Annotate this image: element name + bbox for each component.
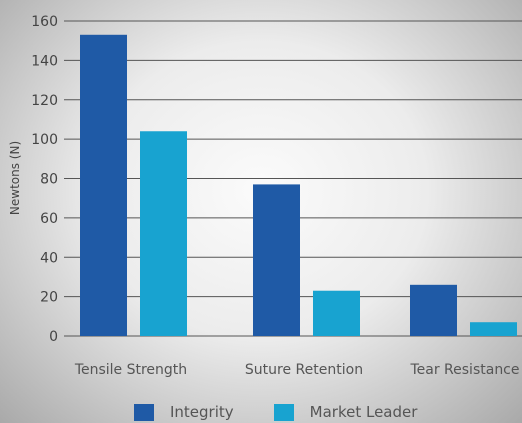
y-tick-label-60: 60 <box>40 211 58 227</box>
bar-integrity-0 <box>80 34 127 336</box>
y-tick-label-160: 160 <box>31 14 58 30</box>
y-axis-label: Newtons (N) <box>8 141 22 215</box>
y-tick-label-140: 140 <box>31 53 58 69</box>
y-tick-label-20: 20 <box>40 290 58 306</box>
y-tick-label-40: 40 <box>40 250 58 266</box>
y-tick-label-100: 100 <box>31 132 58 148</box>
y-tick-labels: 0 20 40 60 80 100 120 140 160 <box>31 14 58 345</box>
legend-label-market-leader: Market Leader <box>309 403 418 421</box>
bars <box>80 34 517 336</box>
legend-item-market-leader: Market Leader <box>273 403 418 421</box>
bar-integrity-1 <box>253 184 300 336</box>
legend-swatch-market-leader <box>273 403 294 421</box>
y-tick-label-0: 0 <box>49 329 58 345</box>
x-tick-label-2: Tear Resistance <box>409 362 519 378</box>
bar-integrity-2 <box>410 284 457 336</box>
legend: Integrity Market Leader <box>134 402 457 422</box>
x-tick-label-1: Suture Retention <box>245 362 363 378</box>
legend-item-integrity: Integrity <box>134 403 234 421</box>
bar-market-leader-0 <box>140 131 187 336</box>
x-tick-labels: Tensile Strength Suture Retention Tear Res… <box>74 362 520 378</box>
y-tick-label-80: 80 <box>40 172 58 188</box>
bar-market-leader-2 <box>470 322 517 336</box>
x-tick-label-0: Tensile Strength <box>74 362 187 378</box>
y-tick-label-120: 120 <box>31 93 58 109</box>
bar-market-leader-1 <box>313 290 360 336</box>
legend-swatch-integrity <box>134 403 154 421</box>
legend-label-integrity: Integrity <box>170 403 234 421</box>
